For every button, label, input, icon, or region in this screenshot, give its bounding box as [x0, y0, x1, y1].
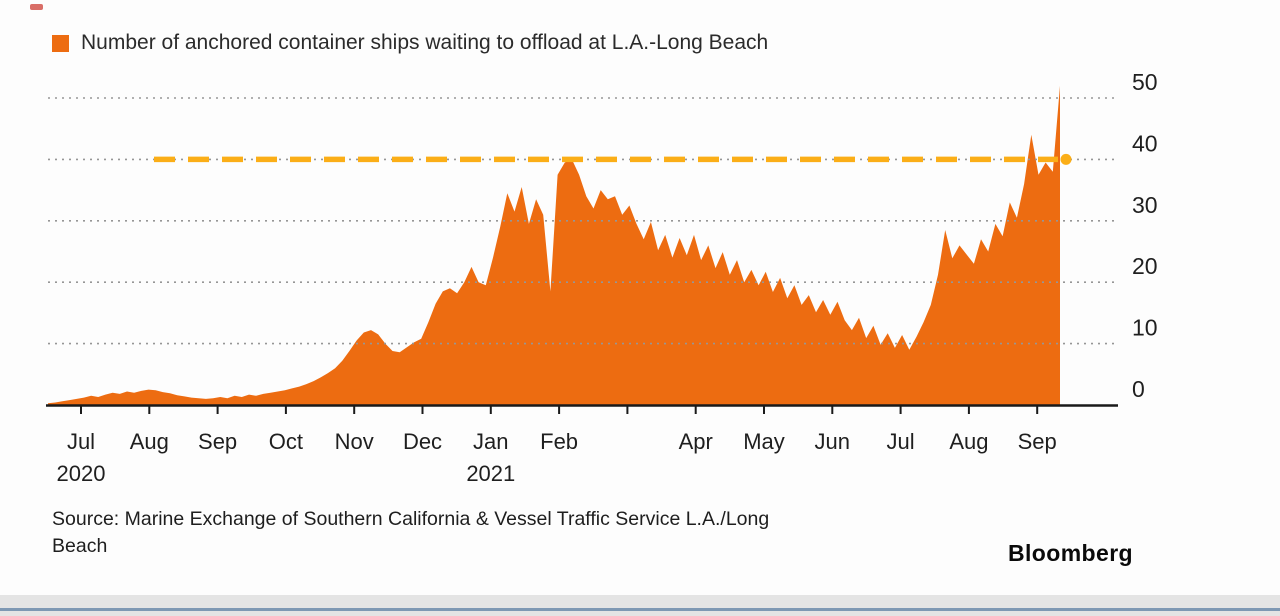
chart-legend: Number of anchored container ships waiti… [52, 31, 768, 55]
x-axis-year-label: 2020 [57, 461, 106, 486]
source-line-2: Beach [52, 534, 108, 557]
y-axis-label-40: 40 [1132, 130, 1158, 156]
x-axis-label: Nov [335, 429, 374, 454]
x-axis-label: Aug [949, 429, 988, 454]
bloomberg-logo: Bloomberg [1008, 540, 1133, 566]
screen-artifact [30, 4, 43, 10]
bottom-edge-strip [0, 595, 1280, 616]
source-line-1: Source: Marine Exchange of Southern Cali… [52, 508, 770, 530]
source-attribution: Source: Marine Exchange of Southern Cali… [52, 506, 769, 560]
legend-label: Number of anchored container ships waiti… [81, 31, 769, 54]
x-axis-label: Aug [130, 429, 169, 454]
x-axis-label: Sep [198, 429, 237, 454]
x-axis-label: Jul [67, 429, 95, 454]
x-axis-label: Feb [540, 429, 578, 454]
x-axis-label: Jul [887, 429, 915, 454]
x-axis-label: Jun [815, 429, 850, 454]
x-axis-label: Dec [403, 429, 442, 454]
legend-swatch-icon [52, 34, 69, 52]
area-series [48, 85, 1060, 405]
x-axis-label: Apr [679, 429, 713, 454]
x-axis-label: Jan [473, 429, 508, 454]
bottom-edge-line [0, 608, 1280, 611]
y-axis-label-20: 20 [1132, 253, 1158, 279]
y-axis-label-50: 50 [1132, 69, 1158, 95]
y-axis-label-30: 30 [1132, 192, 1158, 218]
x-axis-label: May [743, 429, 785, 454]
reference-line-end-dot [1060, 153, 1072, 165]
x-axis-year-label: 2021 [466, 461, 515, 486]
y-axis-label-10: 10 [1132, 315, 1158, 341]
x-axis-label: Sep [1018, 429, 1057, 454]
y-axis-label-0: 0 [1132, 376, 1145, 402]
x-axis-label: Oct [269, 429, 303, 454]
